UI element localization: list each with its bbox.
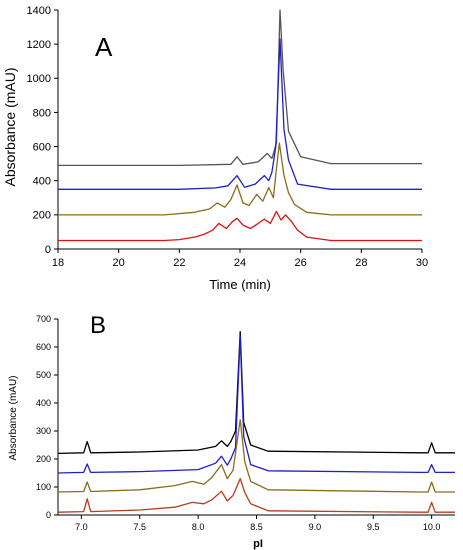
series-line-1 bbox=[58, 9, 422, 167]
x-tick-label: 20 bbox=[113, 257, 125, 269]
panel-b-label: B bbox=[90, 312, 106, 339]
x-tick-label: 8.5 bbox=[250, 522, 263, 532]
y-tick-label: 200 bbox=[33, 210, 51, 222]
y-tick-label: 0 bbox=[46, 510, 51, 520]
y-tick-label: 600 bbox=[36, 342, 51, 352]
x-tick-label: 10.0 bbox=[423, 522, 441, 532]
x-tick-label: 7.0 bbox=[75, 522, 88, 532]
y-tick-label: 1200 bbox=[27, 39, 51, 51]
series-line-4 bbox=[57, 477, 455, 513]
y-tick-label: 0 bbox=[45, 244, 51, 256]
x-tick-label: 28 bbox=[355, 257, 367, 269]
x-tick-label: 24 bbox=[234, 257, 246, 269]
y-tick-label: 400 bbox=[33, 176, 51, 188]
x-tick-label: 26 bbox=[295, 257, 307, 269]
x-tick-label: 9.0 bbox=[309, 522, 322, 532]
series-line-2 bbox=[58, 38, 422, 190]
series-line-1 bbox=[57, 330, 455, 455]
y-tick-label: 600 bbox=[33, 141, 51, 153]
y-tick-label: 700 bbox=[36, 314, 51, 324]
x-tick-label: 7.5 bbox=[133, 522, 146, 532]
x-tick-label: 9.5 bbox=[367, 522, 380, 532]
chart-panel-a: A Absorbance (mAU) Time (min) 18 20 22 24 26… bbox=[2, 5, 428, 292]
y-tick-label: 1000 bbox=[27, 73, 51, 85]
y-tick-label: 500 bbox=[36, 370, 51, 380]
panel-a-label: A bbox=[95, 32, 113, 62]
y-tick-label: 100 bbox=[36, 482, 51, 492]
series-line-3 bbox=[58, 142, 422, 216]
panel-a-xlabel: Time (min) bbox=[209, 277, 271, 292]
y-tick-label: 800 bbox=[33, 107, 51, 119]
series-line-2 bbox=[57, 335, 455, 474]
panel-a-ylabel: Absorbance (mAU) bbox=[2, 67, 18, 186]
panel-b-xlabel: pI bbox=[253, 538, 263, 550]
x-tick-label: 18 bbox=[52, 257, 64, 269]
x-tick-label: 8.0 bbox=[192, 522, 205, 532]
series-line-3 bbox=[57, 419, 455, 493]
y-tick-label: 200 bbox=[36, 454, 51, 464]
x-tick-label: 22 bbox=[173, 257, 185, 269]
panel-b-ylabel: Absorbance (mAU) bbox=[8, 375, 19, 460]
y-tick-label: 1400 bbox=[27, 5, 51, 17]
y-tick-label: 400 bbox=[36, 398, 51, 408]
y-tick-label: 300 bbox=[36, 426, 51, 436]
x-tick-label: 30 bbox=[416, 257, 428, 269]
series-line-4 bbox=[58, 210, 422, 242]
chart-panel-b: B Absorbance (mAU) pI 7.0 7.5 8.0 8.5 9.0 9.5… bbox=[8, 312, 455, 550]
